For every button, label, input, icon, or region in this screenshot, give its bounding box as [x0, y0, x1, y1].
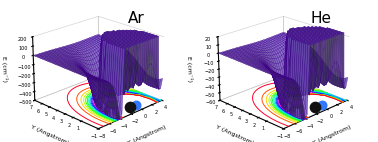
Title: Ar: Ar	[128, 11, 144, 26]
Title: He: He	[311, 11, 332, 26]
X-axis label: X (Angstrom): X (Angstrom)	[127, 124, 167, 142]
X-axis label: X (Angstrom): X (Angstrom)	[312, 124, 352, 142]
Y-axis label: Y (Angstrom): Y (Angstrom)	[215, 124, 255, 142]
Y-axis label: Y (Angstrom): Y (Angstrom)	[30, 124, 70, 142]
